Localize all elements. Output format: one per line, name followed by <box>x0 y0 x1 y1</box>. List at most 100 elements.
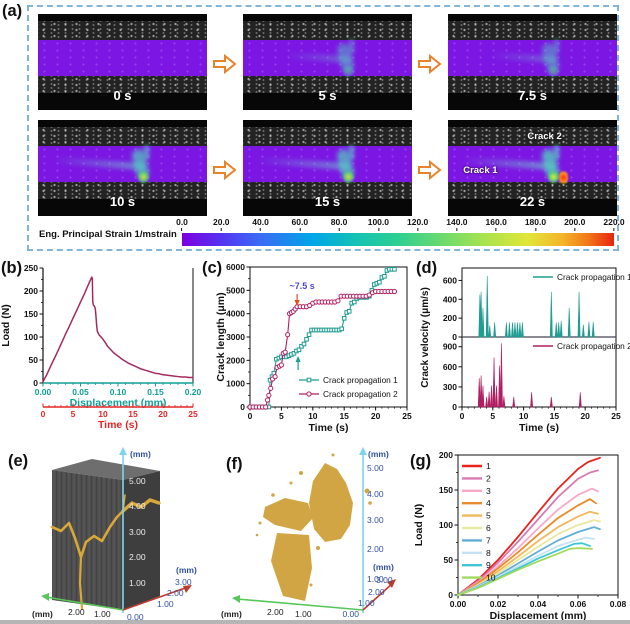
colorbar-tick: 0.0 <box>176 217 188 231</box>
arrow-right-icon <box>418 159 442 181</box>
f-origin: 0.00 <box>342 609 359 619</box>
e-x-tick: 2.00 <box>167 588 184 598</box>
chart-crack-length: 0 1000 2000 3000 4000 5000 6000 0 5 10 15 20 25 Time … <box>215 262 412 434</box>
c-y-tick: 2000 <box>226 355 245 365</box>
b-time-label: Time (s) <box>98 419 138 431</box>
ct-block-render: (mm) 5.00 4.00 3.00 2.00 1.00 0.00 (mm) … <box>32 447 197 622</box>
frame-time-label: 15 s <box>314 194 341 209</box>
colorbar-label: Eng. Principal Strain 1/mstrain <box>39 229 177 240</box>
g-legend-label: 7 <box>486 535 491 545</box>
f-x-unit: (mm) <box>373 562 394 572</box>
strain-sequence-panel: 0 s 5 s 7.5 s 10 s 15 s 22 s Crack 2 Crack 1 En… <box>27 5 625 251</box>
c-x-tick: 20 <box>371 411 381 421</box>
f-y-tick: 2.00 <box>267 607 284 617</box>
c-legend-label: Crack propagation 2 <box>323 389 398 399</box>
strain-band <box>38 146 207 182</box>
strain-frame: 7.5 s <box>448 14 617 110</box>
axis-y: (mm) 2.00 1.00 <box>221 595 364 619</box>
d-x-tick: 5 <box>490 411 495 421</box>
specimen-surface <box>243 21 412 40</box>
arrow-right-icon <box>213 159 237 181</box>
c-x-label: Time (s) <box>308 422 348 434</box>
f-y-unit: (mm) <box>221 609 242 619</box>
g-legend-label: 9 <box>486 560 491 570</box>
g-legend-label: 4 <box>486 498 491 508</box>
panel-label-c: (c) <box>202 259 223 277</box>
arrow-right-icon <box>213 53 237 75</box>
axis-x: (mm) 3.00 2.00 1.00 <box>122 565 197 611</box>
strain-frame: 10 s <box>38 120 207 216</box>
g-y-tick: 200 <box>439 450 453 460</box>
colorbar-tick: 100.0 <box>368 217 389 231</box>
colorbar-tick: 180.0 <box>525 217 546 231</box>
c-y-tick: 5000 <box>226 285 245 295</box>
d-y-tick: 300 <box>443 382 457 392</box>
f-y-tick: 1.00 <box>295 609 312 619</box>
b-y-tick: 250 <box>24 263 38 273</box>
frame-time-label: 7.5 s <box>518 88 547 103</box>
specimen-surface <box>38 21 207 40</box>
panel-label-a: (a) <box>2 2 23 20</box>
d-x-tick: 10 <box>519 411 529 421</box>
c-y-label: Crack length (μm) <box>215 292 227 381</box>
axis-z: (mm) 5.00 4.00 3.00 2.00 1.00 0.00 <box>342 447 389 619</box>
b-time-tick: 20 <box>158 409 168 419</box>
d-x-tick: 20 <box>580 411 590 421</box>
b-x-tick: 0.10 <box>110 387 127 397</box>
g-y-tick: 100 <box>439 520 453 530</box>
crack-1-label: Crack 1 <box>463 165 498 177</box>
colorbar-ticks: 0.0 20.0 40.0 60.0 80.0 100.0 120.0 140.0 160.0 1… <box>176 217 625 231</box>
panel-label-b: (b) <box>1 259 23 277</box>
colorbar-tick: 220.0 <box>603 217 624 231</box>
c-x-tick: 10 <box>308 411 318 421</box>
e-y-unit: (mm) <box>32 609 53 619</box>
axis-x: (mm) 3.00 2.00 1.00 <box>358 562 396 611</box>
b-x-tick: 0.15 <box>147 387 164 397</box>
b-y-tick: 0 <box>33 378 38 388</box>
g-legend-label: 8 <box>486 548 491 558</box>
specimen-surface <box>243 127 412 146</box>
c-y-tick: 1000 <box>226 379 245 389</box>
specimen-surface <box>448 182 617 199</box>
colorbar-gradient <box>182 233 614 246</box>
d-y-tick: 400 <box>443 294 457 304</box>
panel-label-f: (f) <box>226 455 243 473</box>
d-x-tick: 25 <box>611 411 621 421</box>
f-x-tick: 3.00 <box>376 575 393 585</box>
e-z-tick: 2.00 <box>129 552 146 562</box>
e-z-tick: 3.00 <box>129 527 146 537</box>
b-y-tick: 150 <box>24 309 38 319</box>
f-z-tick: 4.00 <box>367 489 384 499</box>
strain-frame: 5 s <box>243 14 412 110</box>
strain-band <box>448 40 617 76</box>
g-y-label: Load (N) <box>413 504 425 547</box>
d-y-tick: 0 <box>452 402 457 412</box>
colorbar-tick: 120.0 <box>407 217 428 231</box>
frame-time-label: 5 s <box>318 88 337 103</box>
strain-frame: 0 s <box>38 14 207 110</box>
strain-frame: 15 s <box>243 120 412 216</box>
b-time-tick: 10 <box>98 409 108 419</box>
colorbar-tick: 160.0 <box>486 217 507 231</box>
specimen-surface <box>38 182 207 199</box>
g-legend-label: 10 <box>486 573 496 583</box>
b-x-label: Displacement (mm) <box>70 397 167 409</box>
g-x-label: Displacement (mm) <box>490 610 587 622</box>
axis-z: (mm) 5.00 4.00 3.00 2.00 1.00 0.00 <box>119 447 151 622</box>
colorbar-tick: 80.0 <box>331 217 348 231</box>
specimen-surface <box>448 21 617 40</box>
f-z-unit: (mm) <box>368 449 389 459</box>
axis-y: (mm) 2.00 1.00 <box>32 593 124 619</box>
strain-band <box>448 146 617 182</box>
f-z-tick: 1.00 <box>367 574 384 584</box>
b-y-label: Load (N) <box>0 304 12 347</box>
g-x-tick: 0.00 <box>450 599 467 609</box>
colorbar-tick: 20.0 <box>213 217 230 231</box>
strain-band <box>38 40 207 76</box>
c-legend-label: Crack propagation 1 <box>323 375 398 385</box>
crack-cloud-render: (mm) 5.00 4.00 3.00 2.00 1.00 0.00 (mm) … <box>221 447 396 619</box>
panel-label-d: (d) <box>416 259 438 277</box>
d-legend-label: Crack propagation 2 <box>557 341 630 351</box>
strain-frame: 22 s Crack 2 Crack 1 <box>448 120 617 216</box>
